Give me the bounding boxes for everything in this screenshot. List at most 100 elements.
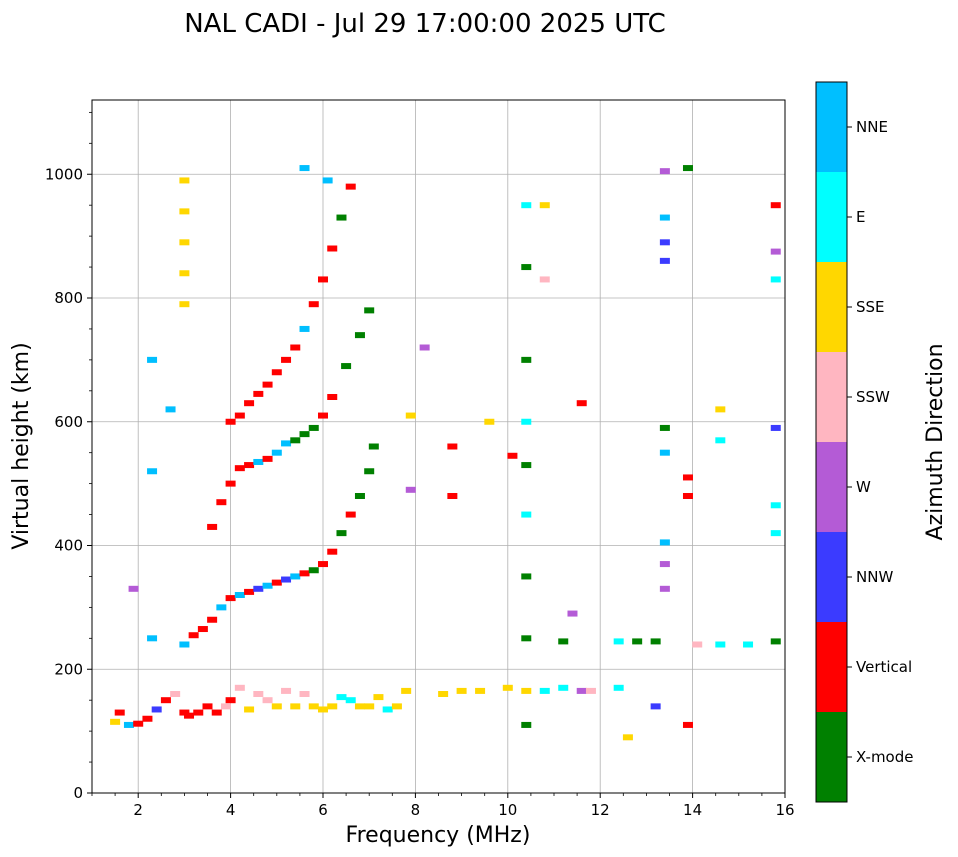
data-point: [271, 703, 282, 710]
data-point: [262, 697, 273, 704]
data-point: [770, 248, 781, 255]
data-point: [271, 369, 282, 376]
y-axis: 0 200 400 600 800 1000: [45, 111, 92, 802]
x-axis-label: Frequency (MHz): [346, 823, 531, 848]
colorbar-tick-label: E: [856, 208, 865, 226]
data-point: [179, 270, 190, 277]
data-point: [659, 539, 670, 546]
data-point: [659, 424, 670, 431]
x-tick-label: 2: [133, 801, 143, 819]
data-point: [692, 641, 703, 648]
x-tick-label: 10: [498, 801, 517, 819]
data-point: [184, 712, 195, 719]
data-point: [567, 610, 578, 617]
data-point: [715, 641, 726, 648]
colorbar-tick-label: W: [856, 478, 871, 496]
data-point: [364, 703, 375, 710]
data-point: [327, 548, 338, 555]
colorbar-segment: [816, 172, 847, 262]
chart-title: NAL CADI - Jul 29 17:00:00 2025 UTC: [184, 9, 666, 39]
data-point: [290, 437, 301, 444]
y-tick-label: 200: [54, 660, 83, 678]
data-point: [197, 626, 208, 633]
data-point: [354, 332, 365, 339]
data-point: [318, 276, 328, 283]
data-point: [281, 576, 292, 583]
colorbar-segment: [816, 442, 847, 532]
data-point: [179, 709, 190, 716]
data-point: [576, 687, 587, 694]
data-point: [659, 585, 670, 592]
data-point: [521, 573, 532, 580]
data-point: [576, 400, 587, 407]
data-point: [207, 616, 218, 623]
x-tick-label: 16: [775, 801, 794, 819]
data-point: [521, 511, 532, 518]
data-point: [558, 684, 569, 691]
data-point: [281, 687, 292, 694]
colorbar-segment: [816, 532, 847, 622]
data-point: [179, 641, 190, 648]
data-point: [373, 694, 384, 701]
colorbar-segment: [816, 622, 847, 712]
data-point: [220, 703, 231, 710]
data-point: [659, 214, 670, 221]
data-point: [281, 356, 292, 363]
y-axis-label: Virtual height (km): [9, 342, 34, 549]
data-point: [475, 687, 486, 694]
data-point: [558, 638, 569, 645]
data-point: [539, 276, 550, 283]
data-point: [193, 709, 204, 716]
colorbar-frame: [815, 81, 848, 803]
data-point: [318, 561, 328, 568]
data-point: [770, 502, 781, 509]
data-point: [110, 718, 121, 725]
data-point: [521, 721, 532, 728]
colorbar-segment: [816, 82, 847, 172]
data-point: [345, 697, 356, 704]
data-point: [147, 356, 158, 363]
data-point: [368, 443, 379, 450]
data-point: [539, 687, 550, 694]
data-point: [262, 582, 273, 589]
data-point: [401, 687, 412, 694]
data-point: [521, 462, 532, 469]
colorbar-tick-label: X-mode: [856, 748, 913, 766]
data-point: [244, 400, 255, 407]
data-point: [299, 325, 310, 332]
data-point: [179, 239, 190, 246]
data-point: [216, 499, 227, 506]
data-point: [299, 570, 310, 577]
data-point: [632, 638, 643, 645]
data-point: [216, 604, 227, 611]
x-tick-label: 6: [318, 801, 328, 819]
data-point: [234, 684, 245, 691]
data-point: [244, 588, 255, 595]
data-point: [682, 721, 693, 728]
data-point: [447, 493, 458, 499]
data-point: [151, 706, 162, 713]
plot-area: [92, 100, 785, 793]
data-point: [659, 561, 670, 568]
data-point: [225, 595, 236, 602]
data-point: [345, 183, 356, 190]
data-point: [345, 511, 356, 518]
data-point: [142, 715, 153, 722]
data-point: [262, 455, 273, 462]
data-point: [290, 703, 301, 710]
colorbar-tick-label: NNW: [856, 568, 893, 586]
data-point: [207, 523, 218, 530]
data-point: [290, 344, 301, 351]
data-point: [281, 440, 292, 447]
data-point: [160, 697, 171, 704]
data-point: [244, 706, 255, 713]
series-e-layer-trace: [110, 684, 661, 741]
data-point: [715, 406, 726, 413]
data-point: [659, 239, 670, 246]
data-point: [327, 245, 338, 252]
data-point: [179, 301, 190, 308]
data-point: [290, 573, 301, 580]
data-point: [682, 493, 693, 499]
colorbar-tick-label: NNE: [856, 118, 888, 136]
data-point: [336, 694, 347, 701]
